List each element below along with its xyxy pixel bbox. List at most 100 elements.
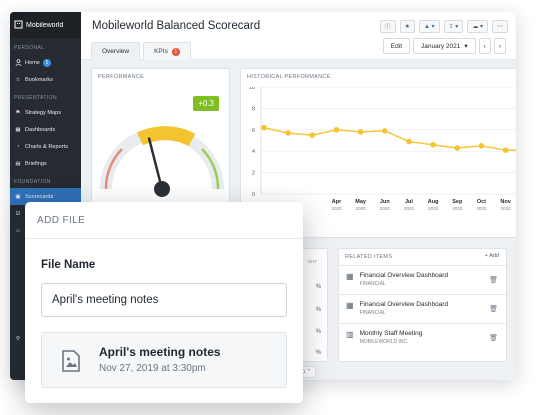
user-icon bbox=[14, 59, 22, 67]
x-tick-label: Jul bbox=[405, 199, 413, 205]
data-point bbox=[406, 138, 412, 145]
chevron-right-icon: › bbox=[498, 42, 501, 50]
more-button[interactable]: ⋯ bbox=[492, 20, 508, 33]
data-point bbox=[430, 141, 436, 148]
data-point bbox=[309, 132, 316, 138]
tab-kpis[interactable]: KPIs 1 bbox=[143, 42, 191, 60]
alert-button[interactable]: ▲ ▾ bbox=[418, 20, 440, 33]
share-button[interactable]: ⇪ ▾ bbox=[443, 20, 464, 33]
add-related-button[interactable]: + Add bbox=[485, 253, 499, 259]
sidebar-item-label: Dashboards bbox=[25, 126, 56, 133]
dashboard-icon: ▦ bbox=[15, 126, 21, 133]
modal-title: ADD FILE bbox=[25, 202, 303, 239]
y-tick-label: 8 bbox=[252, 106, 255, 112]
sidebar-item-bookmarks[interactable]: ☆ Bookmarks bbox=[10, 71, 81, 88]
table-cell: % bbox=[315, 284, 321, 290]
chevron-left-icon: ‹ bbox=[483, 42, 486, 50]
add-file-modal: ADD FILE File Name April's meeting notes… bbox=[25, 202, 303, 403]
related-item-sub: FINANCIAL bbox=[359, 281, 386, 287]
pin-icon: ⌂ bbox=[16, 227, 20, 234]
edit-button[interactable]: Edit bbox=[382, 38, 410, 54]
related-item[interactable]: ▦ Financial Overview Dashboard FINANCIAL … bbox=[339, 265, 506, 294]
chart-title: HISTORICAL PERFORMANCE bbox=[247, 74, 331, 80]
next-period-button[interactable]: › bbox=[493, 38, 506, 54]
file-name: April's meeting notes bbox=[99, 345, 221, 359]
home-badge: 1 bbox=[42, 58, 51, 67]
data-point bbox=[333, 127, 340, 133]
table-cell: % bbox=[315, 350, 321, 356]
related-item[interactable]: ▦ Financial Overview Dashboard FINANCIAL … bbox=[339, 294, 506, 323]
sidebar-item-briefings[interactable]: ▤ Briefings bbox=[10, 155, 81, 172]
gauge-band-red bbox=[104, 148, 123, 190]
table-cell: % bbox=[315, 307, 321, 313]
tab-overview[interactable]: Overview bbox=[91, 42, 141, 60]
dashboard-icon: ▦ bbox=[346, 272, 354, 281]
sidebar-item-home[interactable]: Home 1 bbox=[10, 54, 81, 71]
gauge-needle bbox=[147, 137, 164, 191]
x-tick-label: Aug bbox=[428, 199, 439, 205]
dashboard-icon: ▦ bbox=[346, 301, 354, 310]
related-item-name: Monthly Staff Meeting bbox=[359, 330, 423, 337]
tab-label: KPIs bbox=[154, 48, 168, 55]
sidebar-search[interactable]: ⚲ bbox=[10, 330, 26, 347]
data-point bbox=[382, 128, 388, 134]
cloud-icon: ☁ ▾ bbox=[472, 24, 483, 30]
sidebar-item-strategy-maps[interactable]: ⚑ Strategy Maps bbox=[10, 104, 81, 121]
x-tick-year: 2020 bbox=[380, 206, 391, 211]
sidebar-section-presentation: PRESENTATION bbox=[14, 95, 57, 101]
data-point bbox=[478, 143, 485, 149]
building-icon bbox=[14, 20, 23, 31]
sidebar-item-charts-reports[interactable]: ◔ Charts & Reports bbox=[10, 138, 81, 155]
y-tick-label: 2 bbox=[252, 171, 255, 177]
plus-icon: + bbox=[484, 253, 490, 259]
x-tick-year: 2020 bbox=[476, 206, 487, 211]
brand-name: Mobileworld bbox=[26, 21, 64, 29]
x-tick-label: Oct bbox=[477, 199, 486, 205]
period-controls: Edit January 2021 ▾ ‹ › bbox=[382, 38, 506, 54]
file-name-input[interactable] bbox=[41, 283, 287, 317]
x-tick-year: 2020 bbox=[501, 206, 512, 211]
cloud-button[interactable]: ☁ ▾ bbox=[467, 20, 488, 33]
star-icon: ★ bbox=[404, 24, 410, 30]
x-tick-label: Nov bbox=[500, 199, 511, 205]
performance-title: PERFORMANCE bbox=[98, 74, 145, 80]
star-icon: ☆ bbox=[15, 76, 21, 83]
page-title: Mobileworld Balanced Scorecard bbox=[92, 20, 261, 32]
chevron-up-icon: ⌃ bbox=[306, 369, 312, 375]
sidebar-item-dashboards[interactable]: ▦ Dashboards bbox=[10, 121, 81, 138]
y-tick-label: 6 bbox=[252, 128, 255, 134]
data-point bbox=[502, 147, 509, 153]
sidebar-item-pin[interactable]: ⌂ bbox=[10, 222, 81, 239]
chevron-down-icon: ▾ bbox=[464, 43, 468, 50]
bookmark-button[interactable]: ★ bbox=[399, 20, 415, 33]
info-button[interactable]: ⓘ bbox=[379, 20, 396, 33]
related-item-sub: MOBILEWORLD INC. bbox=[359, 339, 409, 345]
x-tick-label: Sep bbox=[452, 199, 463, 205]
trash-icon[interactable]: 🗑 bbox=[489, 277, 498, 284]
header-actions: ⓘ ★ ▲ ▾ ⇪ ▾ ☁ ▾ ⋯ bbox=[379, 20, 508, 33]
x-tick-year: 2020 bbox=[428, 206, 439, 211]
tab-label: Overview bbox=[102, 48, 130, 55]
table-cell: % bbox=[315, 329, 321, 335]
gauge-band-green bbox=[201, 148, 220, 190]
checkbox-icon: ☑ bbox=[15, 210, 21, 217]
historical-performance-chart: 0246810Apr2020May2020Jun2020Jul2020Aug20… bbox=[249, 87, 516, 211]
alert-icon: ▲ ▾ bbox=[423, 24, 435, 30]
related-title: RELATED ITEMS bbox=[345, 254, 393, 260]
strategy-map-icon: ⚑ bbox=[15, 109, 21, 116]
related-item-name: Financial Overview Dashboard bbox=[359, 301, 449, 308]
related-item-sub: FINANCIAL bbox=[359, 310, 386, 316]
file-attachment[interactable]: April's meeting notes Nov 27, 2019 at 3:… bbox=[41, 332, 287, 388]
gauge-hub bbox=[154, 181, 170, 197]
brand[interactable]: Mobileworld bbox=[10, 12, 81, 38]
related-item[interactable]: ▥ Monthly Staff Meeting MOBILEWORLD INC. … bbox=[339, 323, 506, 352]
trash-icon[interactable]: 🗑 bbox=[489, 306, 498, 313]
sidebar-item-scorecards[interactable]: ▣ Scorecards bbox=[10, 188, 81, 205]
trash-icon[interactable]: 🗑 bbox=[489, 335, 498, 342]
data-point bbox=[261, 124, 267, 131]
previous-period-button[interactable]: ‹ bbox=[478, 38, 491, 54]
sidebar-item-checklist[interactable]: ☑ bbox=[10, 205, 81, 222]
sidebar-item-label: Briefings bbox=[25, 160, 47, 167]
period-select[interactable]: January 2021 ▾ bbox=[413, 38, 476, 54]
